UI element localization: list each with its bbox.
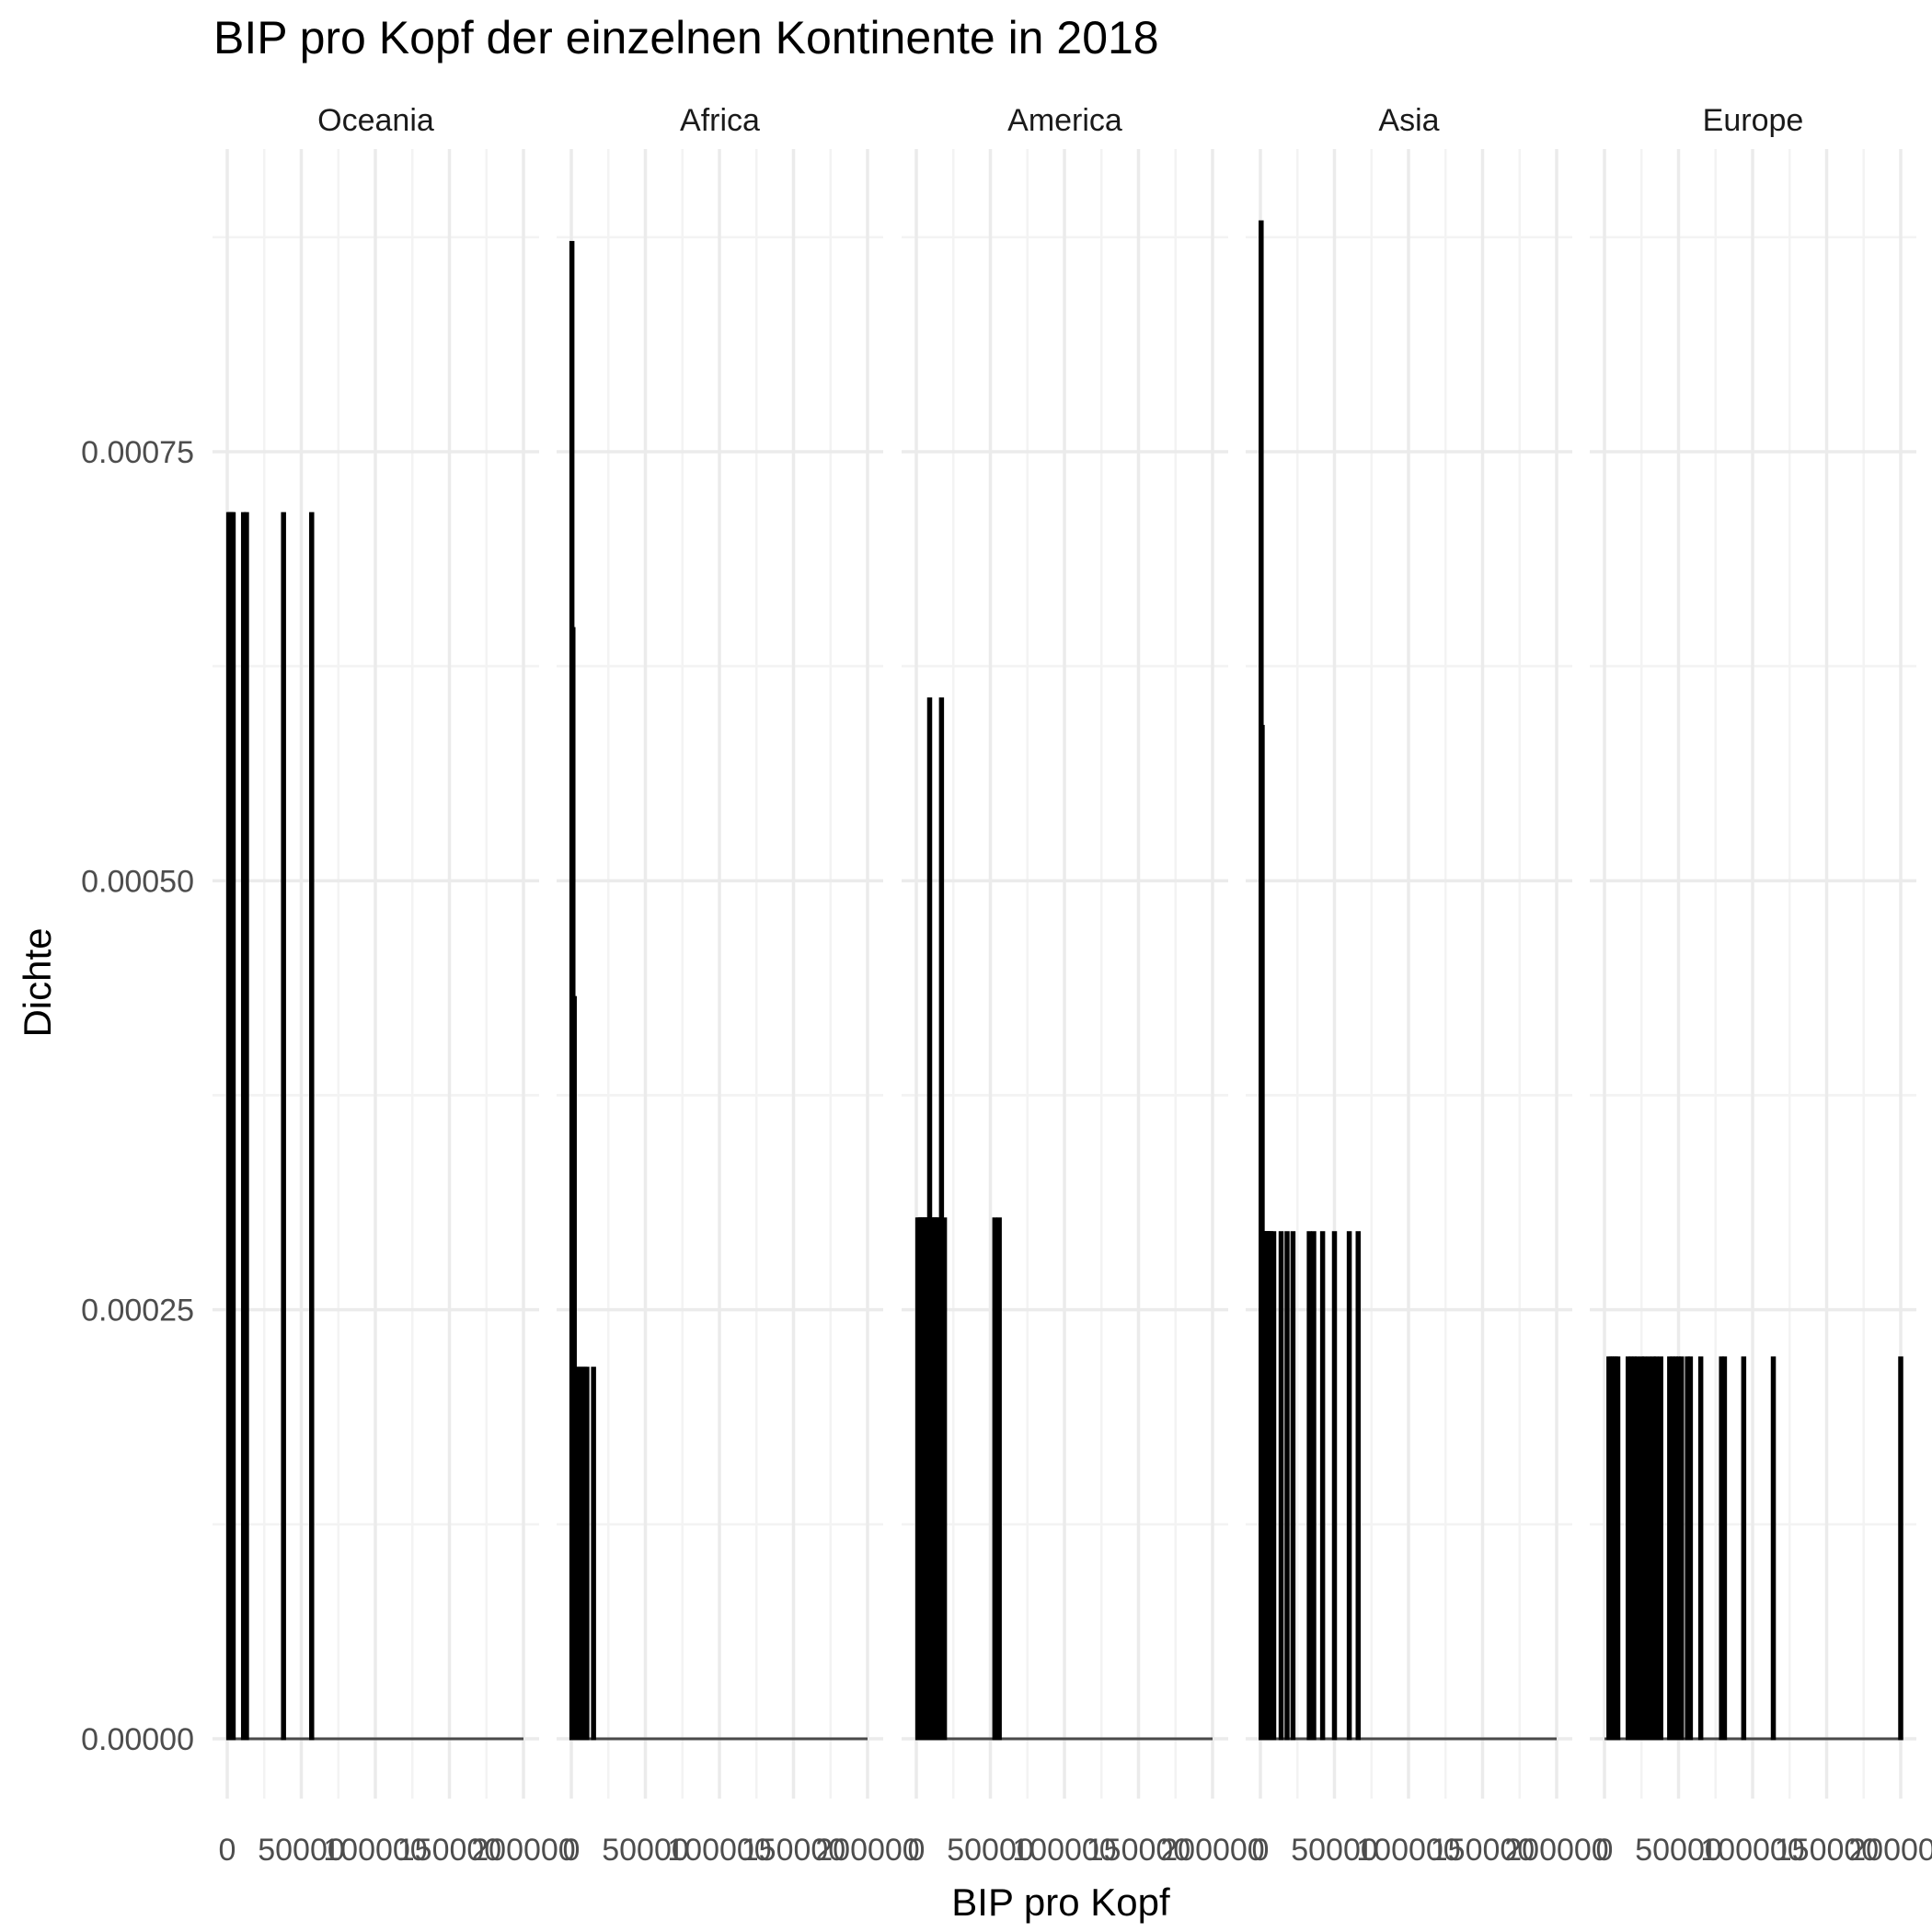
histogram-bar: [1678, 1356, 1685, 1741]
x-tick-label: 100000: [1356, 1833, 1460, 1868]
x-tick-label: 100000: [667, 1833, 771, 1868]
histogram-bar: [1687, 1356, 1694, 1741]
histogram-bar: [996, 1217, 1002, 1741]
histogram-bar: [591, 1366, 596, 1741]
histogram-bar: [1290, 1231, 1296, 1741]
histogram-bar: [1721, 1356, 1728, 1741]
histogram-bar: [1641, 1356, 1648, 1741]
x-tick-label: 150000: [742, 1833, 845, 1868]
facet-label-asia: Asia: [1378, 103, 1439, 138]
x-tick-label: 50000: [1291, 1833, 1378, 1868]
histogram-bar: [230, 512, 236, 1741]
chart-title: BIP pro Kopf der einzelnen Kontinente in…: [213, 12, 1159, 63]
y-tick-label: 0.00000: [81, 1722, 194, 1757]
histogram-bar: [281, 512, 286, 1741]
x-tick-label: 50000: [602, 1833, 689, 1868]
histogram-bar: [1306, 1231, 1312, 1741]
y-tick-label: 0.00025: [81, 1294, 194, 1328]
x-tick-label: 150000: [1775, 1833, 1879, 1868]
x-tick-label: 0: [1596, 1833, 1614, 1868]
facet-label-oceania: Oceania: [317, 103, 434, 138]
x-tick-label: 150000: [1431, 1833, 1535, 1868]
histogram-bar: [1271, 1231, 1277, 1741]
x-tick-label: 50000: [258, 1833, 345, 1868]
histogram-bar: [244, 512, 249, 1741]
facet-label-america: America: [1007, 103, 1122, 138]
histogram-bar: [1658, 1356, 1663, 1741]
y-tick-label: 0.00050: [81, 864, 194, 899]
x-tick-label: 200000: [1848, 1833, 1932, 1868]
x-tick-label: 200000: [815, 1833, 919, 1868]
histogram-bar: [1741, 1356, 1747, 1741]
x-tick-label: 200000: [1504, 1833, 1608, 1868]
x-tick-label: 150000: [397, 1833, 501, 1868]
x-tick-label: 100000: [323, 1833, 427, 1868]
histogram-bar: [584, 1366, 590, 1741]
histogram-bar: [1697, 1356, 1704, 1741]
y-tick-label: 0.00075: [81, 435, 194, 470]
histogram-bar: [1284, 1231, 1290, 1741]
histogram-bar: [309, 512, 315, 1741]
x-tick-label: 0: [219, 1833, 236, 1868]
x-tick-label: 0: [908, 1833, 926, 1868]
x-tick-label: 200000: [471, 1833, 575, 1868]
x-tick-label: 0: [563, 1833, 581, 1868]
histogram-bar: [1311, 1231, 1317, 1741]
histogram-bar: [1770, 1356, 1777, 1741]
histogram-bar: [1615, 1356, 1621, 1741]
histogram-bar: [1331, 1231, 1338, 1741]
y-axis-title: Dichte: [16, 927, 59, 1037]
facet-label-europe: Europe: [1703, 103, 1804, 138]
histogram-bar: [1278, 1231, 1284, 1741]
x-tick-label: 100000: [1012, 1833, 1116, 1868]
x-tick-label: 150000: [1087, 1833, 1190, 1868]
x-tick-label: 50000: [947, 1833, 1034, 1868]
histogram-bar: [1355, 1231, 1362, 1741]
histogram-bar: [1319, 1231, 1326, 1741]
x-tick-label: 0: [1252, 1833, 1270, 1868]
histogram-bar: [941, 1217, 948, 1741]
facet-label-africa: Africa: [680, 103, 760, 138]
x-axis-title: BIP pro Kopf: [951, 1880, 1170, 1924]
histogram-bar: [1646, 1356, 1652, 1741]
histogram-bar: [1634, 1356, 1640, 1741]
histogram-bar: [992, 1217, 998, 1741]
x-tick-label: 50000: [1635, 1833, 1722, 1868]
histogram-bar: [1653, 1356, 1660, 1741]
histogram-bar: [1346, 1231, 1352, 1741]
x-tick-label: 100000: [1700, 1833, 1804, 1868]
x-tick-label: 200000: [1160, 1833, 1264, 1868]
histogram-bar: [1898, 1356, 1903, 1741]
